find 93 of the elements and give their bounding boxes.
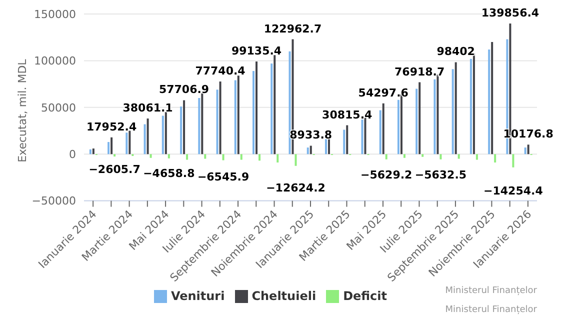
- bar: [397, 100, 400, 154]
- data-label: −5632.5: [414, 168, 467, 182]
- data-label: 99135.4: [231, 44, 282, 58]
- data-label: 57706.9: [158, 83, 210, 96]
- text: Ministerul Finanțelor: [445, 305, 537, 315]
- y-axis-title: Executat, mil. MDL: [16, 58, 29, 162]
- bar: [422, 154, 424, 157]
- bar: [294, 154, 297, 166]
- bar: [186, 154, 188, 160]
- data-label: −5629.2: [360, 168, 412, 182]
- bar: [222, 154, 224, 160]
- bar: [379, 110, 382, 154]
- bar: [472, 53, 475, 154]
- bar: [128, 130, 131, 154]
- y-tick-label: 50000: [41, 101, 76, 114]
- bar: [440, 154, 442, 160]
- bar: [470, 58, 472, 154]
- data-label: 54297.6: [358, 86, 409, 100]
- bar: [524, 148, 526, 154]
- bar: [276, 154, 279, 162]
- bar: [204, 154, 206, 159]
- legend-label: Venituri: [170, 288, 225, 303]
- data-label: −2605.7: [88, 162, 140, 176]
- bar: [324, 139, 327, 154]
- bar: [126, 132, 128, 154]
- bar: [201, 93, 204, 154]
- data-label: 17952.4: [86, 120, 137, 134]
- bar: [92, 148, 94, 154]
- bar: [108, 142, 110, 154]
- bar: [364, 118, 366, 154]
- text: Ministerul Finanțelor: [445, 286, 537, 296]
- bar: [310, 146, 312, 154]
- bar: [418, 82, 421, 154]
- bar: [403, 154, 406, 158]
- bar: [361, 120, 364, 154]
- bar: [150, 154, 152, 158]
- bar: [416, 88, 418, 154]
- legend-label: Deficit: [343, 288, 388, 303]
- data-label: −14254.4: [484, 184, 544, 198]
- bar: [144, 124, 146, 154]
- bar: [252, 70, 255, 154]
- data-label: 30815.4: [322, 108, 373, 122]
- y-tick-label: 100000: [34, 54, 76, 68]
- bar: [343, 130, 346, 154]
- bar: [476, 154, 478, 160]
- bar: [346, 125, 348, 154]
- bar: [385, 154, 388, 160]
- data-label: 122962.7: [264, 22, 322, 36]
- bar: [527, 144, 530, 154]
- data-label: −12624.2: [266, 182, 326, 195]
- bar: [89, 149, 92, 154]
- y-tick-label: 0: [69, 148, 76, 161]
- bar: [219, 81, 222, 154]
- data-label: 139856.4: [481, 6, 540, 20]
- bar: [454, 62, 457, 154]
- data-label: 38061.1: [122, 102, 173, 115]
- bar: [328, 138, 330, 154]
- bar: [488, 49, 490, 154]
- bar: [164, 112, 167, 154]
- bar: [491, 42, 494, 154]
- bar: [114, 154, 116, 157]
- bar: [198, 98, 200, 154]
- bar: [180, 106, 182, 154]
- bar: [146, 118, 149, 154]
- data-label: −4658.8: [143, 166, 195, 180]
- bar: [256, 62, 258, 154]
- bar: [382, 103, 384, 154]
- bar: [168, 154, 170, 158]
- legend-label: Cheltuieli: [252, 288, 316, 303]
- y-tick-label: 150000: [34, 8, 76, 21]
- bar: [258, 154, 261, 161]
- bar: [162, 116, 164, 154]
- bar: [234, 80, 236, 154]
- bar: [237, 76, 240, 154]
- bar: [183, 100, 186, 154]
- bar: [306, 148, 309, 154]
- bar: [458, 154, 460, 159]
- bar: [436, 74, 439, 154]
- bar: [494, 154, 496, 162]
- bar: [216, 90, 218, 154]
- data-label: −6545.9: [197, 170, 250, 184]
- y-tick-label: −50000: [32, 194, 76, 208]
- data-label: 98402: [436, 45, 475, 58]
- bar: [512, 154, 514, 168]
- data-label: 77740.4: [195, 64, 246, 78]
- bar: [240, 154, 242, 160]
- bar: [110, 137, 113, 154]
- data-label: 76918.7: [394, 65, 445, 78]
- bar: [274, 55, 276, 154]
- bar: [434, 79, 436, 154]
- bar: [288, 51, 291, 154]
- bar: [452, 69, 454, 154]
- bar: [270, 63, 273, 154]
